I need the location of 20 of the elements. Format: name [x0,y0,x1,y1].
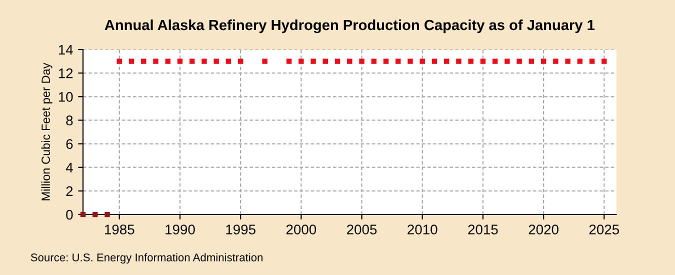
chart-title: Annual Alaska Refinery Hydrogen Production Capacity as of January 1 [104,19,595,34]
x-tick-label: 1985 [104,224,134,234]
y-tick-label: 8 [66,116,73,126]
x-tick-label: 2010 [408,224,438,234]
y-tick-label: 0 [66,210,73,220]
x-tick-label: 1990 [166,224,195,234]
y-tick-label: 12 [58,68,73,78]
x-tick-label: 2000 [286,224,316,234]
x-tick-label: 2020 [528,224,558,234]
y-tick-label: 2 [66,186,73,196]
y-tick-label: 6 [66,139,73,149]
x-tick-label: 2025 [589,224,620,234]
x-tick-label: 2015 [468,224,498,234]
source-note: Source: U.S. Energy Information Administration [30,253,262,264]
y-tick-label: 10 [58,92,73,102]
y-axis-title: Million Cubic Feet per Day [41,62,52,200]
y-tick-label: 4 [66,162,73,172]
y-tick-label: 14 [58,44,73,55]
x-tick-label: 2005 [347,224,377,234]
x-tick-label: 1995 [226,224,256,234]
